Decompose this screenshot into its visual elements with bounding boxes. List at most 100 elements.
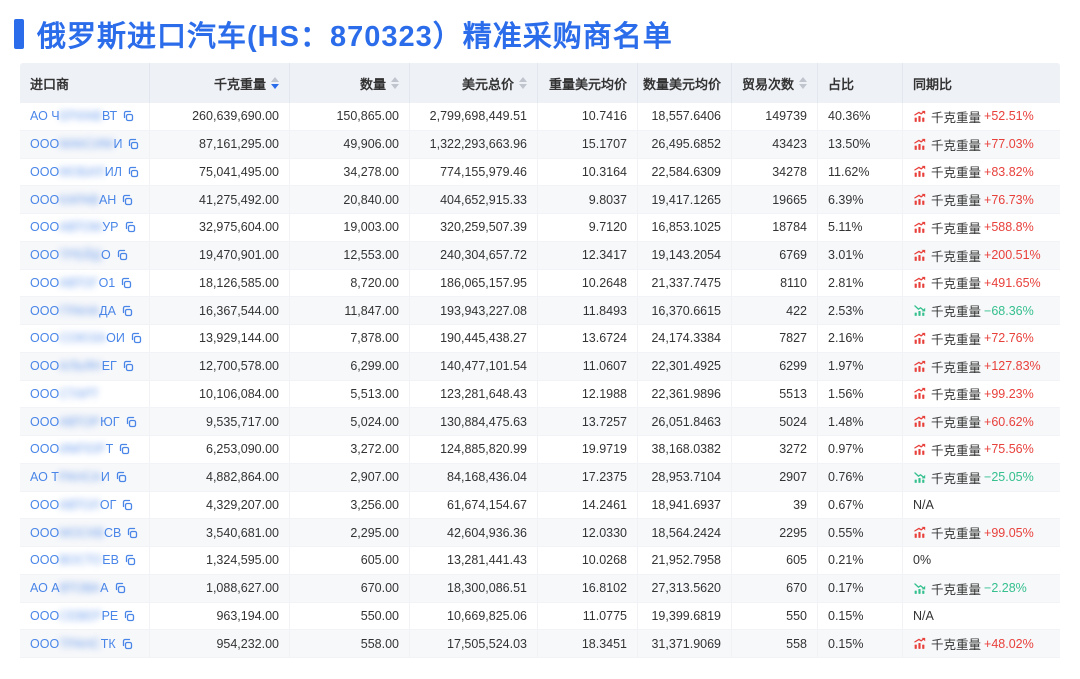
copy-icon[interactable] bbox=[121, 194, 133, 206]
yoy-cell: 千克重量 +99.23% bbox=[903, 381, 1060, 408]
copy-icon[interactable] bbox=[121, 499, 133, 511]
yoy-value: +48.02% bbox=[984, 636, 1034, 651]
trade-count-cell: 605 bbox=[732, 547, 818, 574]
kg-weight-cell: 13,929,144.00 bbox=[150, 325, 290, 352]
weight-usd-avg-cell: 9.8037 bbox=[538, 186, 638, 213]
share-cell: 0.76% bbox=[818, 463, 903, 491]
importer-name-end: Т bbox=[105, 442, 114, 457]
trade-count-cell: 6299 bbox=[732, 352, 818, 380]
importer-cell[interactable]: ООО МОСКВ СВ bbox=[20, 519, 150, 546]
column-header-label: 美元总价 bbox=[461, 76, 514, 92]
importer-cell[interactable]: ООО АВТОГ О1 bbox=[20, 269, 150, 297]
importer-cell[interactable]: ООО МАКСИМ И bbox=[20, 130, 150, 158]
importer-cell[interactable]: ООО ТРЕЙД О bbox=[20, 241, 150, 269]
importer-cell[interactable]: ООО СОЮЗА ОИ bbox=[20, 325, 150, 352]
copy-icon[interactable] bbox=[125, 416, 137, 428]
quantity-cell: 20,840.00 bbox=[290, 186, 410, 213]
importer-name-end: АН bbox=[98, 192, 117, 207]
copy-icon[interactable] bbox=[123, 610, 135, 622]
importer-cell[interactable]: ООО АВТОМ УР bbox=[20, 214, 150, 241]
trade-count-cell: 7827 bbox=[732, 325, 818, 352]
copy-icon[interactable] bbox=[118, 443, 130, 455]
importer-name-end: ВТ bbox=[101, 109, 118, 124]
importer-cell[interactable]: АО Т РАНСА И bbox=[20, 463, 150, 491]
column-header-kg-weight[interactable]: 千克重量 bbox=[150, 63, 290, 103]
importer-name-redacted: РАНСА bbox=[58, 470, 101, 485]
copy-icon[interactable] bbox=[116, 249, 128, 261]
copy-icon[interactable] bbox=[122, 360, 134, 372]
importer-cell[interactable]: ООО ВОСТО ЕВ bbox=[20, 547, 150, 574]
yoy-value: −25.05% bbox=[984, 470, 1034, 485]
copy-icon[interactable] bbox=[124, 554, 136, 566]
trend-up-icon bbox=[914, 277, 926, 289]
copy-icon[interactable] bbox=[122, 110, 134, 122]
yoy-value: +52.51% bbox=[984, 109, 1034, 124]
importer-name-end: ОГ bbox=[99, 497, 117, 512]
sort-icon[interactable] bbox=[799, 77, 807, 89]
trend-up-icon bbox=[914, 249, 926, 261]
importer-name-start: ООО bbox=[30, 137, 60, 152]
importer-cell[interactable]: ООО МОБИЛ ИЛ bbox=[20, 158, 150, 186]
importer-cell[interactable]: ООО КАРАВ АН bbox=[20, 186, 150, 213]
kg-weight-cell: 19,470,901.00 bbox=[150, 241, 290, 269]
importer-cell[interactable]: АО Ч ЕРИАВ ВТ bbox=[20, 103, 150, 130]
quantity-cell: 19,003.00 bbox=[290, 214, 410, 241]
copy-icon[interactable] bbox=[126, 527, 138, 539]
importer-cell[interactable]: АО А ВТОВА А bbox=[20, 574, 150, 602]
yoy-metric-label: 千克重量 bbox=[931, 138, 982, 153]
qty-usd-avg-cell: 16,853.1025 bbox=[638, 214, 732, 241]
yoy-metric-label: 千克重量 bbox=[931, 638, 982, 653]
usd-total-cell: 61,674,154.67 bbox=[410, 491, 538, 519]
column-header-label: 贸易次数 bbox=[741, 76, 794, 92]
copy-icon[interactable] bbox=[121, 305, 133, 317]
copy-icon[interactable] bbox=[127, 138, 139, 150]
importer-cell[interactable]: ООО АВТОР ЮГ bbox=[20, 408, 150, 435]
copy-icon[interactable] bbox=[127, 166, 139, 178]
copy-icon[interactable] bbox=[124, 221, 136, 233]
copy-icon[interactable] bbox=[115, 471, 127, 483]
weight-usd-avg-cell: 11.8493 bbox=[538, 297, 638, 324]
trade-count-cell: 6769 bbox=[732, 241, 818, 269]
table-row: АО Т РАНСА И 4,882,864.00 2,907.00 84,168,436… bbox=[20, 463, 1060, 492]
importer-name-end: ОИ bbox=[106, 331, 125, 346]
table-row: ООО МОСКВ СВ 3,540,681.00 2,295.00 42,604,93… bbox=[20, 519, 1060, 547]
copy-icon[interactable] bbox=[114, 582, 126, 594]
sort-icon[interactable] bbox=[391, 77, 399, 89]
usd-total-cell: 240,304,657.72 bbox=[410, 241, 538, 269]
quantity-cell: 2,907.00 bbox=[290, 463, 410, 491]
copy-icon[interactable] bbox=[130, 332, 142, 344]
share-cell: 0.97% bbox=[818, 436, 903, 463]
trend-up-icon bbox=[914, 193, 926, 206]
column-header-usd-total[interactable]: 美元总价 bbox=[410, 63, 538, 103]
share-cell: 2.81% bbox=[818, 269, 903, 297]
importer-cell[interactable]: ООО ГРАНА ДА bbox=[20, 297, 150, 324]
qty-usd-avg-cell: 26,051.8463 bbox=[638, 408, 732, 435]
importer-name-start: ООО bbox=[30, 220, 60, 235]
kg-weight-cell: 32,975,604.00 bbox=[150, 214, 290, 241]
importer-name-start: ООО bbox=[30, 636, 60, 651]
importer-cell[interactable]: ООО ИМПОР Т bbox=[20, 436, 150, 463]
usd-total-cell: 774,155,979.46 bbox=[410, 158, 538, 186]
yoy-value: +200.51% bbox=[984, 248, 1041, 263]
importer-cell[interactable]: ООО ТРАНС ТК bbox=[20, 630, 150, 657]
qty-usd-avg-cell: 19,143.2054 bbox=[638, 241, 732, 269]
importer-cell[interactable]: ООО АВТОЛ ОГ bbox=[20, 491, 150, 519]
importer-cell[interactable]: ООО АЛЬЯН ЕГ bbox=[20, 352, 150, 380]
sort-icon[interactable] bbox=[519, 77, 527, 89]
qty-usd-avg-cell: 22,301.4925 bbox=[638, 352, 732, 380]
yoy-cell: 千克重量 −2.28% bbox=[903, 575, 1060, 602]
importer-name-end: УР bbox=[102, 220, 119, 235]
importer-cell[interactable]: ООО СЕВЕР РЕ bbox=[20, 602, 150, 630]
column-header-label: 千克重量 bbox=[213, 76, 266, 92]
column-header-trade-count[interactable]: 贸易次数 bbox=[732, 63, 818, 103]
copy-icon[interactable] bbox=[121, 638, 133, 650]
table-header-row: 进口商 千克重量 数量 美元总价 重量美元均价 数量美元均价 贸易次数 占比 同期比 bbox=[20, 63, 1060, 103]
sort-icon[interactable] bbox=[271, 77, 279, 89]
importer-cell[interactable]: ООО СТАРТ bbox=[20, 380, 150, 408]
column-header-quantity[interactable]: 数量 bbox=[290, 63, 410, 103]
trade-count-cell: 550 bbox=[732, 602, 818, 630]
usd-total-cell: 10,669,825.06 bbox=[410, 602, 538, 630]
copy-icon[interactable] bbox=[120, 277, 132, 289]
table-row: ООО АВТОГ О1 18,126,585.00 8,720.00 186,065,… bbox=[20, 269, 1060, 298]
